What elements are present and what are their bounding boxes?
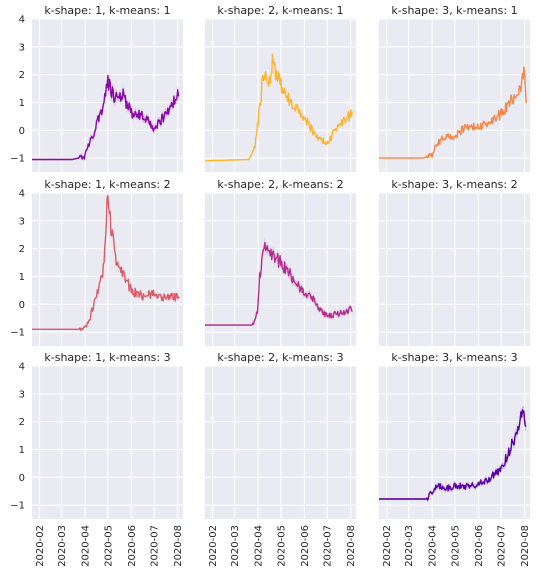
y-tick-label: 1 — [19, 445, 25, 456]
series-line — [32, 194, 180, 332]
subplot-3: k-shape: 3, k-means: 1 — [378, 4, 530, 172]
y-tick-label: 2 — [19, 244, 25, 255]
subplot-title: k-shape: 1, k-means: 1 — [44, 4, 170, 17]
series-line — [379, 409, 527, 501]
subplot-title: k-shape: 1, k-means: 2 — [44, 178, 170, 191]
subplot-title: k-shape: 2, k-means: 1 — [217, 4, 343, 17]
subplot-5: k-shape: 2, k-means: 2 — [204, 178, 356, 346]
y-tick-label: 4 — [19, 15, 25, 26]
series-line — [32, 74, 180, 161]
y-tick-label: 3 — [19, 389, 25, 400]
x-tick-label: 2020-02 — [35, 525, 46, 567]
y-tick-label: −1 — [10, 154, 25, 165]
x-tick-label: 2020-03 — [57, 525, 68, 567]
x-tick-label: 2020-02 — [382, 525, 393, 567]
subplot-title: k-shape: 2, k-means: 2 — [217, 178, 343, 191]
x-tick-label: 2020-05 — [450, 525, 461, 567]
x-tick-label: 2020-06 — [474, 525, 485, 567]
x-tick-label: 2020-04 — [81, 525, 92, 567]
x-tick-label: 2020-05 — [103, 525, 114, 567]
x-tick-label: 2020-07 — [497, 525, 508, 567]
subplot-7: k-shape: 1, k-means: 3 4 3 2 1 0 −1 2020-02 2020… — [10, 351, 184, 567]
series-line — [205, 241, 353, 326]
subplot-2: k-shape: 2, k-means: 1 — [204, 4, 356, 172]
x-tick-label: 2020-05 — [276, 525, 287, 567]
x-tick-label: 2020-07 — [150, 525, 161, 567]
y-tick-label: −1 — [10, 328, 25, 339]
series-line — [379, 66, 527, 159]
subplot-title: k-shape: 2, k-means: 3 — [217, 351, 343, 364]
y-tick-label: −1 — [10, 501, 25, 512]
x-tick-label: 2020-02 — [208, 525, 219, 567]
subplot-1: k-shape: 1, k-means: 1 4 3 2 1 0 −1 — [10, 4, 183, 172]
x-tick-label: 2020-06 — [127, 525, 138, 567]
subplot-6: k-shape: 3, k-means: 2 — [379, 178, 530, 346]
x-tick-label: 2020-04 — [254, 525, 265, 567]
y-tick-label: 3 — [19, 42, 25, 53]
y-tick-label: 4 — [19, 189, 25, 200]
y-tick-label: 0 — [19, 473, 25, 484]
y-tick-label: 0 — [19, 300, 25, 311]
series-line — [204, 53, 353, 162]
subplot-4: k-shape: 1, k-means: 2 4 3 2 1 0 −1 — [10, 178, 183, 346]
x-tick-label: 2020-03 — [230, 525, 241, 567]
x-tick-label: 2020-08 — [520, 525, 531, 567]
y-tick-label: 0 — [19, 126, 25, 137]
y-tick-label: 2 — [19, 417, 25, 428]
subplot-title: k-shape: 3, k-means: 1 — [391, 4, 517, 17]
x-tick-label: 2020-04 — [428, 525, 439, 567]
subplot-title: k-shape: 1, k-means: 3 — [44, 351, 170, 364]
subplot-title: k-shape: 3, k-means: 3 — [391, 351, 517, 364]
x-tick-label: 2020-08 — [346, 525, 357, 567]
subplot-title: k-shape: 3, k-means: 2 — [391, 178, 517, 191]
x-tick-label: 2020-07 — [323, 525, 334, 567]
y-tick-label: 3 — [19, 216, 25, 227]
x-tick-label: 2020-03 — [404, 525, 415, 567]
y-tick-label: 2 — [19, 70, 25, 81]
y-tick-label: 4 — [19, 362, 25, 373]
y-tick-label: 1 — [19, 98, 25, 109]
y-tick-label: 1 — [19, 272, 25, 283]
x-tick-label: 2020-06 — [300, 525, 311, 567]
subplot-9: k-shape: 3, k-means: 3 2020-02 2020-03 2020… — [378, 351, 531, 567]
subplot-8: k-shape: 2, k-means: 3 2020-02 2020-03 2020… — [205, 351, 357, 567]
x-tick-label: 2020-08 — [173, 525, 184, 567]
